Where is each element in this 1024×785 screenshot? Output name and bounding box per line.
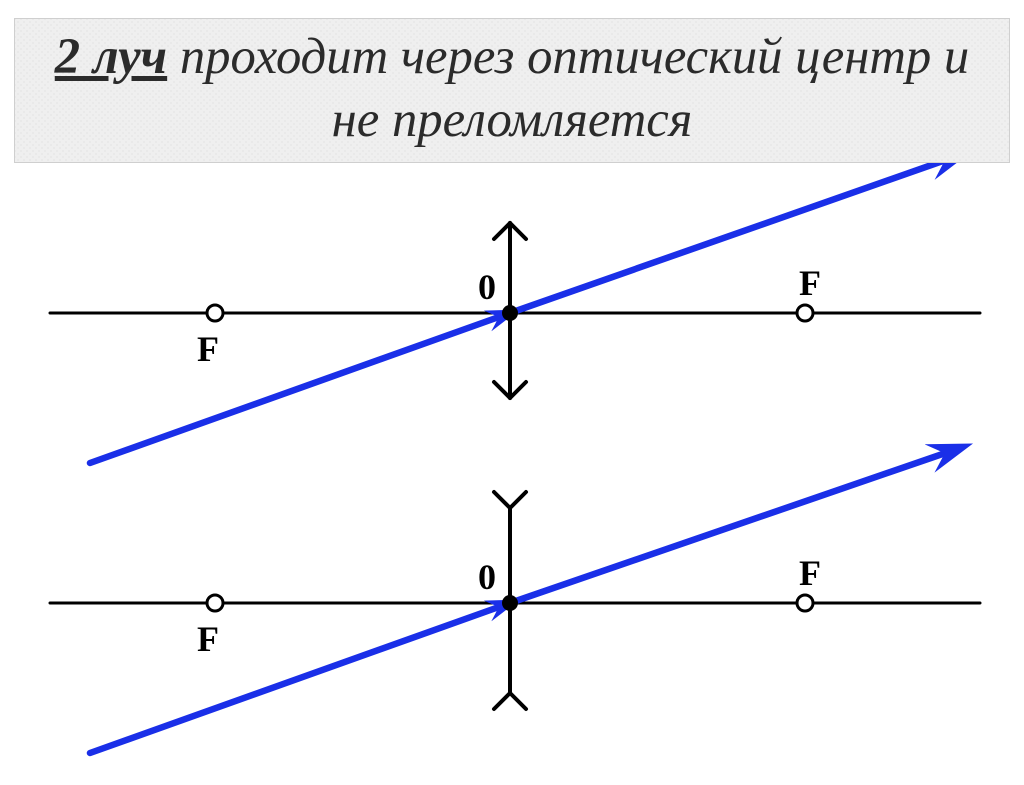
focal-label: F: [197, 329, 219, 369]
ray-outgoing: [510, 163, 960, 313]
ray-incoming: [90, 603, 510, 753]
title-rest: проходит через оптический центр и не пре…: [167, 28, 969, 147]
diagram-area: F F 0 F F 0: [0, 163, 1024, 783]
optical-center-point: [502, 305, 518, 321]
focal-point: [797, 305, 813, 321]
focal-point: [207, 595, 223, 611]
focal-label: F: [799, 263, 821, 303]
lens-diagrams-svg: F F 0 F F 0: [0, 163, 1024, 783]
optical-center-label: 0: [478, 557, 496, 597]
focal-point: [207, 305, 223, 321]
optical-center-point: [502, 595, 518, 611]
optical-center-label: 0: [478, 267, 496, 307]
ray-incoming: [90, 313, 510, 463]
title-band: 2 луч проходит через оптический центр и …: [14, 18, 1010, 163]
concave-lens-diagram: F F 0: [50, 448, 980, 753]
focal-label: F: [799, 553, 821, 593]
focal-label: F: [197, 619, 219, 659]
ray-outgoing: [510, 448, 960, 603]
title-lead: 2 луч: [55, 28, 167, 84]
convex-lens-diagram: F F 0: [50, 163, 980, 463]
focal-point: [797, 595, 813, 611]
